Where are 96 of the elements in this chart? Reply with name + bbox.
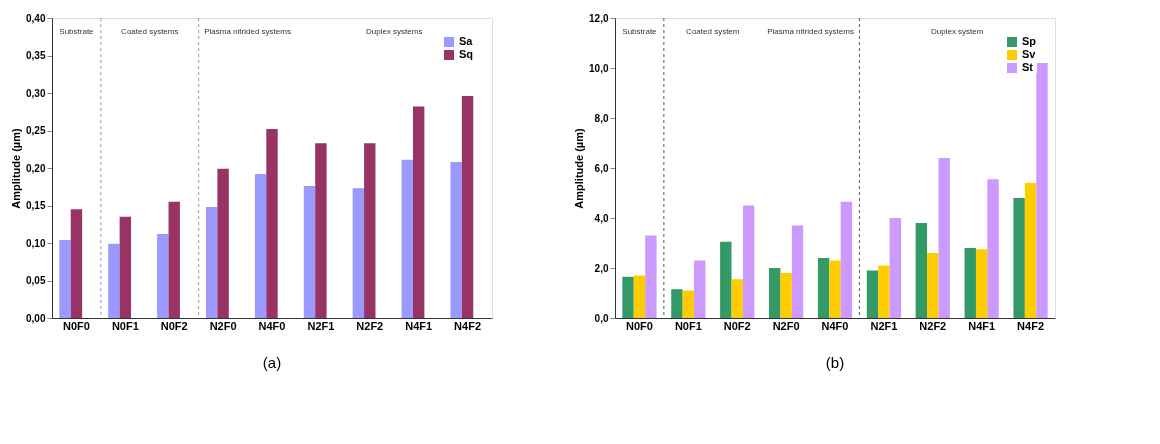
bar (1036, 63, 1048, 318)
bar (450, 162, 462, 318)
bar (633, 275, 646, 318)
legend-label: Sp (1022, 35, 1037, 47)
text: (a) (262, 354, 282, 371)
annotation: Substrate (622, 27, 658, 36)
bar (645, 235, 657, 318)
y-tick-label: 0,25 (26, 125, 46, 136)
x-tick-label: N4F0 (821, 319, 849, 332)
bar (671, 289, 683, 318)
bar (59, 240, 71, 318)
x-tick-label: N0F1 (674, 319, 702, 332)
x-tick-label: N2F2 (356, 319, 384, 332)
y-tick-label: 4,0 (594, 212, 609, 224)
legend-label: Sq (459, 48, 474, 60)
x-tick-label: N4F0 (258, 319, 286, 332)
y-tick-label: 0,0 (594, 312, 609, 324)
bar (303, 186, 316, 318)
bar (108, 243, 120, 318)
bar (254, 174, 267, 318)
y-tick-label: 0,05 (26, 275, 46, 286)
bar (266, 129, 278, 318)
annotation: Duplex systems (365, 27, 423, 36)
y-tick-label: 2,0 (594, 262, 609, 274)
bar (1013, 198, 1025, 318)
y-tick-label: 0,35 (26, 50, 46, 61)
bar (780, 273, 792, 318)
x-tick-label: N2F1 (307, 319, 335, 332)
bar (742, 205, 755, 318)
bar (889, 218, 901, 318)
y-tick-label: 12,0 (589, 12, 609, 24)
annotation: Substrate (59, 27, 95, 36)
y-tick-label: 0,40 (26, 12, 46, 24)
y-axis-title: Amplitude (µm) (10, 128, 23, 209)
legend-label: Sa (459, 35, 474, 47)
bar (878, 265, 890, 318)
annotation: Duplex system (930, 27, 984, 36)
bar (682, 290, 695, 318)
bar (964, 248, 976, 318)
bar (927, 253, 939, 318)
annotation: Plasma nitrided systems (204, 27, 291, 36)
bar (829, 260, 841, 318)
x-tick-label: N4F1 (405, 319, 433, 332)
x-tick-label: N4F2 (1017, 319, 1045, 332)
bar (461, 96, 474, 318)
x-tick-label: N2F1 (870, 319, 898, 332)
bar (157, 234, 169, 318)
bar (352, 188, 365, 318)
bar (1024, 183, 1037, 318)
annotation: Plasma nitrided systems (767, 27, 854, 36)
x-tick-label: N0F0 (62, 319, 90, 332)
bar (168, 201, 180, 318)
bar (412, 106, 425, 318)
y-tick-label: 0,30 (26, 87, 46, 99)
x-tick-label: N0F2 (723, 319, 751, 332)
bar (938, 158, 950, 318)
bar (791, 225, 804, 318)
x-tick-label: N4F2 (454, 319, 482, 332)
legend-label: Sv (1022, 48, 1037, 60)
x-tick-label: N2F0 (209, 319, 237, 332)
bar (915, 223, 928, 318)
bar (987, 179, 999, 318)
bar (866, 270, 879, 318)
bar (694, 260, 706, 318)
y-tick-label: 8,0 (594, 112, 609, 124)
bar (206, 207, 218, 318)
x-tick-label: N2F0 (772, 319, 800, 332)
bar (70, 209, 83, 318)
y-tick-label: 10,0 (589, 62, 609, 74)
bar (364, 143, 376, 318)
bar (720, 241, 732, 318)
y-tick-label: 0,00 (26, 312, 46, 324)
bar (769, 268, 781, 318)
legend-label: St (1022, 61, 1034, 73)
bar (840, 201, 853, 318)
text: (b) (825, 354, 845, 371)
y-tick-label: 0,15 (26, 200, 46, 211)
bar (401, 159, 413, 318)
bar (217, 168, 229, 318)
y-axis-title: Amplitude (µm) (573, 128, 586, 209)
bar (119, 216, 132, 318)
x-tick-label: N2F2 (919, 319, 947, 332)
bar (975, 249, 988, 318)
bar (817, 258, 830, 318)
annotation: Coated system (686, 27, 740, 36)
y-tick-label: 0,20 (26, 162, 46, 174)
x-tick-label: N0F1 (111, 319, 139, 332)
bar (622, 276, 634, 318)
annotation: Coated systems (121, 27, 179, 36)
x-tick-label: N0F0 (625, 319, 653, 332)
y-tick-label: 6,0 (594, 162, 609, 174)
x-tick-label: N0F2 (160, 319, 188, 332)
x-tick-label: N4F1 (968, 319, 996, 332)
bar (315, 143, 327, 318)
y-tick-label: 0,10 (26, 237, 46, 249)
bar (731, 279, 743, 318)
